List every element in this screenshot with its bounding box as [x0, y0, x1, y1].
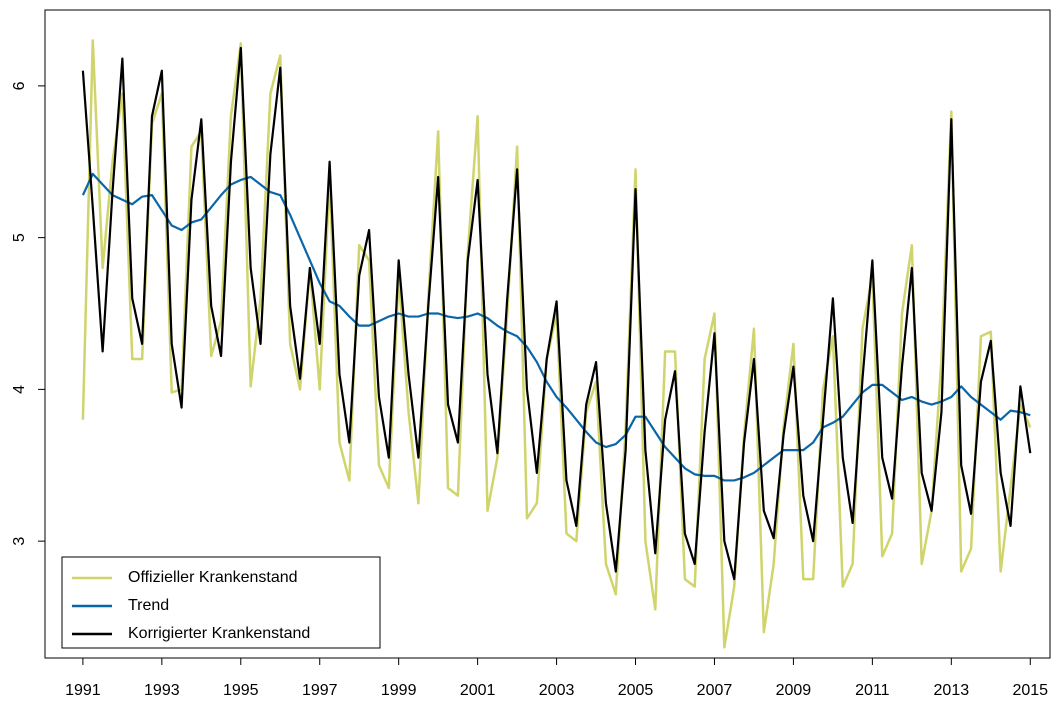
- x-tick-label: 2001: [460, 682, 496, 699]
- x-tick-label: 2009: [776, 682, 812, 699]
- y-tick-label: 4: [11, 385, 28, 394]
- x-tick-label: 1999: [381, 682, 417, 699]
- y-tick-label: 6: [11, 81, 28, 90]
- series-line: [81, 46, 1032, 581]
- legend-label: Trend: [128, 597, 169, 614]
- legend-label: Korrigierter Krankenstand: [128, 625, 310, 642]
- x-tick-label: 1991: [65, 682, 101, 699]
- x-tick-label: 1997: [302, 682, 338, 699]
- x-tick-label: 1995: [223, 682, 259, 699]
- legend-box: [61, 556, 381, 649]
- x-tick-label: 2011: [855, 682, 890, 699]
- series-line: [81, 172, 1031, 482]
- legend-label: Offizieller Krankenstand: [128, 569, 298, 586]
- x-tick-label: 2005: [618, 682, 654, 699]
- series-line: [81, 39, 1032, 649]
- plot-frame: [44, 9, 1051, 659]
- x-tick-label: 1993: [144, 682, 180, 699]
- x-tick-label: 2003: [539, 682, 575, 699]
- x-tick-label: 2007: [697, 682, 733, 699]
- y-tick-label: 3: [11, 537, 28, 546]
- x-tick-label: 2013: [934, 682, 970, 699]
- y-tick-label: 5: [11, 233, 28, 242]
- x-tick-label: 2015: [1012, 682, 1048, 699]
